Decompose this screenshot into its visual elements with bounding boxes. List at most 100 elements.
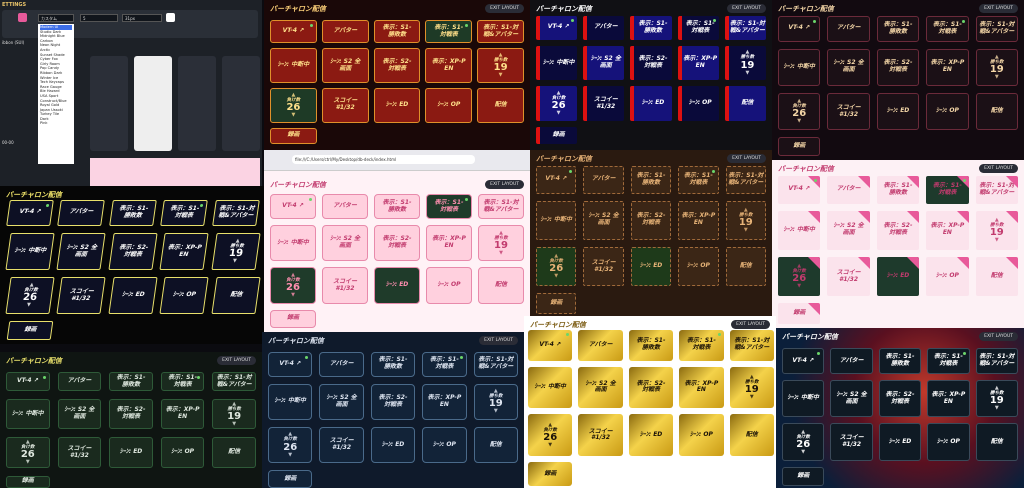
deck-tile[interactable]: 表示：S1- 勝敗数 xyxy=(630,16,672,40)
deck-tile[interactable]: 表示：S1- 勝敗数 xyxy=(109,372,153,392)
exit-layout-button[interactable]: EXIT LAYOUT xyxy=(979,332,1018,341)
deck-tile[interactable]: 録画 xyxy=(6,475,50,488)
decrement-icon[interactable]: ▼ xyxy=(749,394,754,401)
increment-icon[interactable]: ▲ xyxy=(797,262,802,269)
deck-tile[interactable]: 表示：S1-対 戦&アバター xyxy=(724,16,766,40)
increment-icon[interactable]: ▲ xyxy=(797,97,802,104)
decrement-icon[interactable]: ▼ xyxy=(291,292,295,299)
deck-tile[interactable]: ｼｰﾝ: S2 全画面 xyxy=(830,380,873,418)
deck-tile[interactable]: 表示：S1-対 戦&アバター xyxy=(212,372,256,392)
preset-dropdown-list[interactable]: Modern UI Studio Dark Midnight Blue Carb… xyxy=(38,24,74,164)
preset-option[interactable]: Modern UI xyxy=(40,25,72,30)
deck-tile[interactable]: 表示：S1-対 戦&アバター xyxy=(975,16,1018,42)
deck-tile[interactable]: スコイー #1/32 xyxy=(56,276,107,315)
deck-tile[interactable]: 表示：XP-P EN xyxy=(160,399,205,430)
deck-tile[interactable]: ▲ 勝ち数 19 ▼ xyxy=(473,383,518,420)
deck-tile[interactable]: ｼｰﾝ: OP xyxy=(159,276,210,315)
deck-tile[interactable]: 配信 xyxy=(975,256,1018,297)
deck-tile[interactable]: ｼｰﾝ: S2 全画面 xyxy=(583,200,624,240)
deck-tile[interactable]: 表示：XP-P EN xyxy=(927,380,970,418)
deck-tile[interactable]: 表示：S1-対 戦&アバター xyxy=(729,330,774,361)
increment-icon[interactable]: ▲ xyxy=(291,91,296,98)
deck-tile[interactable]: VT-4 ↗ xyxy=(270,194,316,220)
deck-tile[interactable]: 表示：S1- 対戦表 xyxy=(677,16,719,40)
preset-option[interactable]: Royal Gold xyxy=(40,103,60,108)
decrement-icon[interactable]: ▼ xyxy=(801,448,806,455)
increment-icon[interactable]: ▲ xyxy=(499,229,503,236)
deck-tile[interactable]: ｼｰﾝ: S2 全画面 xyxy=(322,225,368,262)
deck-tile[interactable]: 表示：S1- 対戦表 xyxy=(422,352,467,377)
deck-tile[interactable]: 表示：S1-対 戦&アバター xyxy=(473,352,518,377)
deck-tile[interactable]: アバター xyxy=(319,352,364,377)
deck-tile[interactable]: 表示：S1- 勝敗数 xyxy=(370,352,416,377)
deck-tile[interactable]: ｼｰﾝ: OP xyxy=(425,87,473,123)
decrement-icon[interactable]: ▼ xyxy=(994,236,999,243)
preset-option[interactable]: Dark xyxy=(40,116,49,121)
deck-tile[interactable]: 配信 xyxy=(477,87,524,123)
deck-tile[interactable]: ▲ 負け数 26 ▼ xyxy=(528,414,573,457)
deck-tile[interactable]: 表示：S1- 対戦表 xyxy=(927,348,970,375)
deck-tile[interactable]: VT-4 ↗ xyxy=(6,200,55,226)
deck-tile[interactable]: ▲ 負け数 26 ▼ xyxy=(268,426,313,464)
decrement-icon[interactable]: ▼ xyxy=(493,408,498,415)
deck-tile[interactable]: 表示：XP-P EN xyxy=(159,232,210,270)
exit-layout-button[interactable]: EXIT LAYOUT xyxy=(731,320,770,329)
deck-tile[interactable]: アバター xyxy=(583,166,624,194)
deck-tile[interactable]: ｼｰﾝ: ED xyxy=(630,246,672,287)
deck-tile[interactable]: ▲ 勝ち数 19 ▼ xyxy=(478,225,524,262)
deck-tile[interactable]: VT-4 ↗ xyxy=(536,16,578,40)
deck-tile[interactable]: 表示：S1- 対戦表 xyxy=(160,372,205,392)
deck-tile[interactable]: スコイー #1/32 xyxy=(319,426,364,464)
deck-tile[interactable]: VT-4 ↗ xyxy=(778,176,821,204)
deck-tile[interactable]: 録画 xyxy=(782,466,825,486)
deck-tile[interactable]: 表示：S2- 対戦表 xyxy=(630,45,672,81)
decrement-icon[interactable]: ▼ xyxy=(797,283,802,290)
deck-tile[interactable]: 配信 xyxy=(212,437,256,468)
preset-option[interactable]: Ble Hazard xyxy=(40,89,60,94)
preset-option[interactable]: Arctic xyxy=(40,47,51,52)
deck-tile[interactable]: 録画 xyxy=(778,137,821,156)
deck-tile[interactable]: 配信 xyxy=(975,423,1018,461)
deck-tile[interactable]: 表示：S1- 対戦表 xyxy=(678,166,719,194)
deck-tile[interactable]: アバター xyxy=(583,16,625,40)
deck-tile[interactable]: VT-4 ↗ xyxy=(6,372,50,392)
deck-tile[interactable]: ｼｰﾝ: 中断中 xyxy=(270,225,316,262)
deck-tile[interactable]: ▲ 勝ち数 19 ▼ xyxy=(975,210,1018,250)
deck-tile[interactable]: 表示：S2- 対戦表 xyxy=(108,232,158,270)
deck-tile[interactable]: 表示：S1- 勝敗数 xyxy=(878,348,922,375)
deck-tile[interactable]: ｼｰﾝ: OP xyxy=(926,92,969,131)
deck-tile[interactable]: 録画 xyxy=(6,321,54,340)
deck-tile[interactable]: VT-4 ↗ xyxy=(778,16,821,42)
deck-tile[interactable]: ｼｰﾝ: 中断中 xyxy=(536,45,578,81)
deck-tile[interactable]: アバター xyxy=(57,372,102,392)
preset-option[interactable]: Tech Keycaps xyxy=(40,80,65,85)
deck-tile[interactable]: 表示：XP-P EN xyxy=(425,48,473,83)
deck-tile[interactable]: スコイー #1/32 xyxy=(322,267,368,304)
deck-tile[interactable]: 配信 xyxy=(473,426,518,464)
deck-tile[interactable]: ｼｰﾝ: 中断中 xyxy=(778,210,821,250)
deck-tile[interactable]: ｼｰﾝ: OP xyxy=(677,86,719,122)
deck-tile[interactable]: ▲ 負け数 26 ▼ xyxy=(536,86,578,122)
deck-tile[interactable]: 録画 xyxy=(270,309,316,328)
decrement-icon[interactable]: ▼ xyxy=(548,441,553,448)
deck-tile[interactable]: アバター xyxy=(830,348,873,375)
deck-tile[interactable]: スコイー #1/32 xyxy=(830,423,873,461)
exit-layout-button[interactable]: EXIT LAYOUT xyxy=(979,164,1018,173)
exit-layout-button[interactable]: EXIT LAYOUT xyxy=(485,180,524,189)
deck-tile[interactable]: VT-4 ↗ xyxy=(536,166,577,194)
decrement-icon[interactable]: ▼ xyxy=(745,69,750,76)
increment-icon[interactable]: ▲ xyxy=(749,373,754,380)
decrement-icon[interactable]: ▼ xyxy=(288,451,293,458)
exit-layout-button[interactable]: EXIT LAYOUT xyxy=(979,4,1018,13)
deck-tile[interactable]: スコイー #1/32 xyxy=(827,256,870,297)
increment-icon[interactable]: ▲ xyxy=(548,421,553,428)
decrement-icon[interactable]: ▼ xyxy=(26,302,32,309)
deck-tile[interactable]: 表示：S1-対 戦&アバター xyxy=(211,200,260,226)
deck-tile[interactable]: 表示：S1-対 戦&アバター xyxy=(478,194,524,220)
exit-layout-button[interactable]: EXIT LAYOUT xyxy=(727,154,766,163)
deck-tile[interactable]: ｼｰﾝ: OP xyxy=(926,256,969,297)
increment-icon[interactable]: ▲ xyxy=(25,439,30,446)
deck-tile[interactable]: 配信 xyxy=(725,246,766,287)
deck-tile[interactable]: ▲ 勝ち数 19 ▼ xyxy=(975,380,1018,418)
preset-option[interactable]: Pop Candy xyxy=(40,66,60,71)
